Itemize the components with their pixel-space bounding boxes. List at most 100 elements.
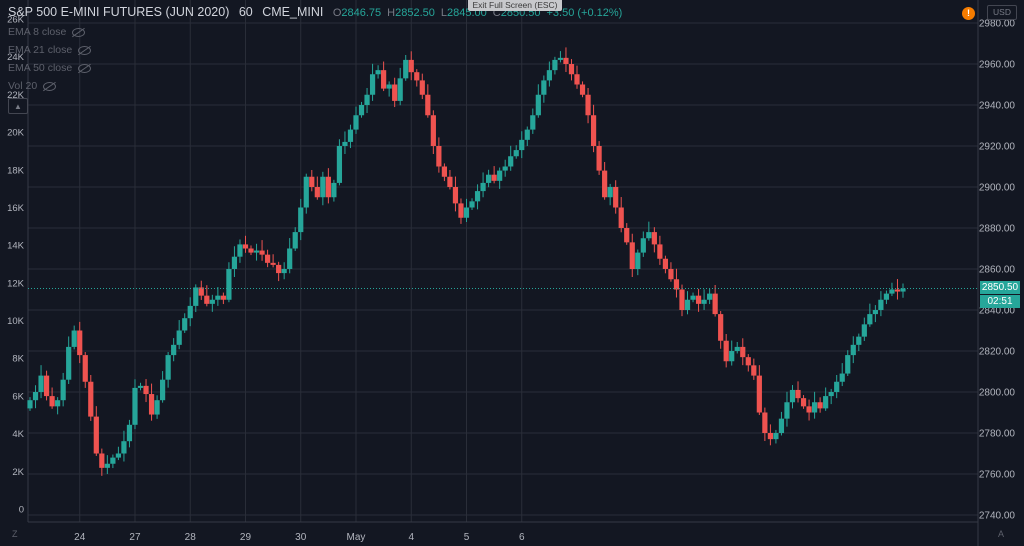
candle-body bbox=[474, 191, 481, 202]
candle-body bbox=[778, 418, 785, 433]
candle-body bbox=[325, 176, 331, 198]
candle-body bbox=[187, 305, 193, 319]
candle-body bbox=[508, 156, 514, 167]
eye-off-icon[interactable] bbox=[72, 27, 86, 37]
time-tick-label: 24 bbox=[74, 532, 86, 543]
price-tick-label: 2960.00 bbox=[979, 60, 1016, 71]
open-value: 2846.75 bbox=[341, 7, 382, 19]
candle-body bbox=[220, 295, 226, 300]
candle-body bbox=[889, 289, 895, 294]
candle-body bbox=[850, 344, 856, 356]
candle-body bbox=[215, 295, 221, 300]
candle-body bbox=[867, 314, 873, 325]
candle-body bbox=[60, 379, 66, 401]
symbol-title[interactable]: S&P 500 E-MINI FUTURES (JUN 2020) bbox=[8, 5, 230, 19]
collapse-legend-button[interactable]: ▲ bbox=[8, 98, 28, 114]
candle-body bbox=[248, 248, 254, 253]
candle-body bbox=[707, 293, 713, 300]
candle-body bbox=[66, 346, 72, 380]
candle-body bbox=[756, 375, 762, 413]
indicator-vol-20[interactable]: Vol 20 bbox=[8, 80, 57, 92]
candle-body bbox=[823, 396, 829, 409]
candle-body bbox=[834, 381, 840, 392]
candle-body bbox=[408, 59, 414, 73]
candle-body bbox=[375, 70, 381, 75]
candle-body bbox=[320, 176, 326, 198]
candle-body bbox=[491, 174, 497, 181]
candle-body bbox=[751, 365, 757, 376]
exit-fullscreen-button[interactable]: Exit Full Screen (ESC) bbox=[468, 0, 562, 11]
open-label: O bbox=[332, 7, 342, 19]
candle-body bbox=[292, 232, 298, 249]
candle-body bbox=[99, 453, 105, 468]
candle-body bbox=[419, 80, 425, 95]
high-label: H bbox=[387, 7, 396, 19]
interval-label[interactable]: 60 bbox=[238, 5, 253, 19]
price-tick-label: 2860.00 bbox=[979, 265, 1016, 276]
time-tick-label: 30 bbox=[295, 532, 307, 543]
auto-scale-button[interactable]: A bbox=[998, 529, 1005, 539]
candle-body bbox=[171, 344, 177, 356]
volume-tick-label: 16K bbox=[7, 203, 25, 214]
indicator-ema-8[interactable]: EMA 8 close bbox=[8, 26, 86, 38]
candle-body bbox=[281, 269, 287, 274]
price-tick-label: 2840.00 bbox=[979, 306, 1016, 317]
candle-body bbox=[137, 385, 144, 388]
candle-body bbox=[900, 288, 906, 292]
volume-tick-label: 24K bbox=[7, 52, 25, 63]
volume-tick-label: 6K bbox=[12, 391, 24, 402]
candle-body bbox=[193, 287, 199, 306]
candle-body bbox=[701, 299, 707, 304]
candle-body bbox=[115, 453, 122, 458]
low-label: L bbox=[440, 7, 448, 19]
candle-body bbox=[762, 412, 768, 433]
candle-body bbox=[579, 84, 586, 95]
candle-body bbox=[513, 150, 519, 157]
price-tick-label: 2760.00 bbox=[979, 470, 1016, 481]
candle-body bbox=[397, 78, 403, 101]
candle-body bbox=[734, 346, 740, 351]
candle-body bbox=[729, 351, 735, 362]
currency-button[interactable]: USD bbox=[987, 5, 1017, 20]
volume-tick-label: 10K bbox=[7, 316, 25, 327]
candle-body bbox=[237, 244, 243, 257]
price-tick-label: 2900.00 bbox=[979, 183, 1016, 194]
candle-body bbox=[441, 166, 447, 177]
candle-body bbox=[93, 416, 99, 454]
candle-body bbox=[204, 295, 210, 304]
candle-body bbox=[287, 248, 293, 269]
price-tick-label: 2940.00 bbox=[979, 101, 1016, 112]
candle-body bbox=[679, 289, 685, 310]
candle-body bbox=[723, 340, 729, 362]
candle-body bbox=[828, 392, 834, 397]
price-tick-label: 2740.00 bbox=[979, 511, 1016, 522]
candle-body bbox=[182, 318, 188, 331]
high-value: 2852.50 bbox=[395, 7, 435, 19]
eye-off-icon[interactable] bbox=[78, 63, 92, 73]
candle-body bbox=[690, 295, 696, 300]
eye-off-icon[interactable] bbox=[78, 45, 92, 55]
candle-body bbox=[894, 289, 901, 292]
eye-off-icon[interactable] bbox=[43, 81, 57, 91]
candle-body bbox=[530, 115, 536, 130]
timezone-button[interactable]: Z bbox=[12, 529, 18, 539]
candle-body bbox=[154, 400, 160, 415]
last-price-label: 2850.50 bbox=[980, 281, 1020, 295]
chart-legend-header: S&P 500 E-MINI FUTURES (JUN 2020) 60 CME… bbox=[8, 5, 634, 19]
indicator-label: EMA 21 close bbox=[8, 44, 73, 56]
volume-tick-label: 8K bbox=[12, 354, 24, 365]
candle-body bbox=[458, 203, 464, 218]
indicator-ema-50[interactable]: EMA 50 close bbox=[8, 62, 92, 74]
candle-body bbox=[331, 182, 337, 198]
candle-body bbox=[502, 166, 508, 171]
time-tick-label: 5 bbox=[464, 532, 470, 543]
candle-body bbox=[314, 187, 320, 198]
price-tick-label: 2780.00 bbox=[979, 429, 1016, 440]
candle-body bbox=[574, 74, 580, 85]
candle-body bbox=[767, 433, 773, 440]
candle-body bbox=[71, 330, 77, 347]
change-value: +3.50 (+0.12%) bbox=[546, 7, 623, 19]
alert-icon[interactable]: ! bbox=[962, 7, 975, 20]
indicator-ema-21[interactable]: EMA 21 close bbox=[8, 44, 92, 56]
